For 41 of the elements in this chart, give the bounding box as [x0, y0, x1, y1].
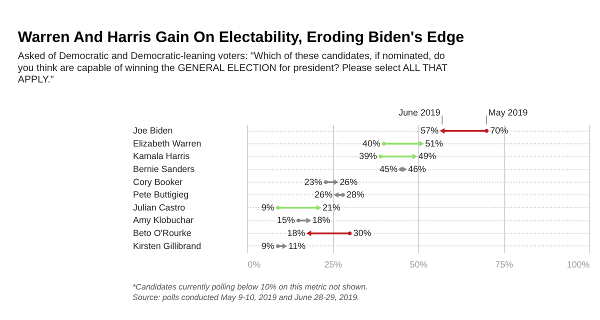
y-tick-label: Cory Booker [132, 176, 183, 187]
y-tick-label: Joe Biden [132, 126, 173, 136]
y-tick-label: Bernie Sanders [132, 164, 196, 174]
data-label: 51% [425, 138, 444, 148]
data-label: 39% [359, 151, 378, 162]
data-label: 26% [314, 190, 333, 200]
data-label: 30% [353, 228, 372, 238]
y-tick-label: Beto O'Rourke [132, 228, 192, 238]
data-label: 11% [288, 240, 306, 251]
series-label: May 2019 [488, 108, 528, 118]
y-tick-label: Kamala Harris [132, 151, 190, 162]
data-label: 21% [322, 202, 341, 212]
series-label: June 2019 [398, 108, 440, 118]
x-tick-label: 50% [410, 259, 428, 270]
y-tick-label: Amy Klobuchar [132, 215, 194, 226]
data-label: 26% [340, 176, 358, 187]
chart-title: Warren And Harris Gain On Electability, Eroding Biden's Edge [18, 29, 464, 46]
data-label: 23% [304, 176, 322, 187]
y-tick-label: Kirsten Gillibrand [132, 240, 202, 251]
data-label: 18% [287, 228, 306, 238]
x-tick-label: 75% [495, 259, 514, 270]
x-tick-label: 0% [248, 259, 261, 270]
data-label: 9% [261, 240, 274, 251]
x-tick-label: 25% [324, 259, 342, 270]
data-label: 28% [346, 190, 364, 200]
y-tick-label: Pete Buttigieg [132, 190, 189, 200]
data-label: 15% [277, 215, 295, 226]
text: *Candidates currently polling below 10% on this metric not shown. [132, 282, 368, 292]
x-tick-label: 100% [566, 259, 590, 270]
y-tick-label: Julian Castro [132, 202, 186, 212]
y-tick-label: Elizabeth Warren [132, 138, 202, 148]
data-label: 18% [312, 215, 330, 226]
data-label: 40% [362, 138, 380, 148]
chart-subtitle: Asked of Democratic and Democratic-leaning voters: "Which of these candidates, if nominated, do you think are capable of winning the GENERAL ELECTION for president? Please select ALL THAT APPLY." [18, 51, 448, 86]
source-note: Source: polls conducted May 9-10, 2019 and June 28-29, 2019. [132, 293, 360, 302]
data-label: 9% [261, 202, 274, 212]
data-label: 49% [418, 151, 436, 162]
data-label: 46% [408, 164, 426, 174]
data-label: 57% [420, 126, 439, 136]
data-label: 45% [380, 164, 398, 174]
data-label: 70% [490, 126, 508, 136]
